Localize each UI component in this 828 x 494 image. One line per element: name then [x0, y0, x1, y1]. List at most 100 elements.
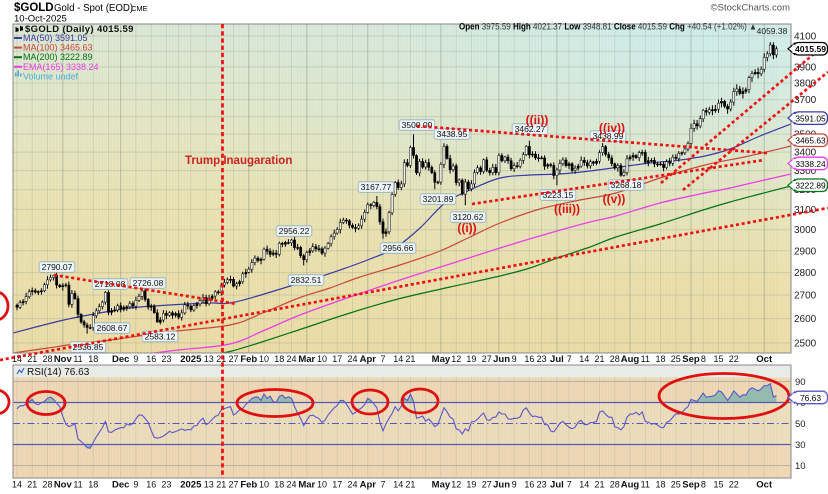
- svg-text:23: 23: [537, 480, 547, 490]
- svg-text:Aug: Aug: [621, 480, 640, 491]
- svg-text:Apr: Apr: [360, 354, 377, 365]
- svg-text:27: 27: [228, 354, 238, 364]
- svg-text:2956.66: 2956.66: [383, 243, 414, 253]
- svg-text:13: 13: [204, 480, 214, 490]
- svg-text:23: 23: [537, 354, 547, 364]
- svg-text:18: 18: [655, 480, 665, 490]
- svg-text:15: 15: [713, 480, 723, 490]
- svg-text:27: 27: [482, 480, 492, 490]
- svg-text:10: 10: [795, 461, 806, 472]
- svg-text:3222.89: 3222.89: [795, 181, 826, 191]
- svg-text:2583.12: 2583.12: [145, 332, 176, 342]
- svg-text:23: 23: [161, 354, 171, 364]
- svg-text:12: 12: [451, 354, 461, 364]
- svg-text:14: 14: [393, 480, 403, 490]
- svg-text:Mar: Mar: [298, 354, 315, 365]
- svg-text:11: 11: [641, 480, 650, 490]
- svg-text:2500: 2500: [794, 338, 817, 349]
- svg-text:28: 28: [610, 480, 620, 490]
- svg-text:24: 24: [347, 480, 357, 490]
- svg-text:Nov: Nov: [54, 354, 73, 365]
- svg-text:3201.89: 3201.89: [423, 194, 454, 204]
- svg-text:Jul: Jul: [550, 480, 564, 491]
- svg-text:27: 27: [228, 480, 238, 490]
- svg-text:18: 18: [274, 480, 284, 490]
- svg-text:3223.15: 3223.15: [543, 190, 574, 200]
- svg-text:Dec: Dec: [112, 480, 129, 491]
- svg-text:3000: 3000: [794, 225, 817, 236]
- svg-text:Sep: Sep: [682, 480, 700, 491]
- svg-text:16: 16: [524, 480, 534, 490]
- svg-text:2900: 2900: [794, 246, 817, 257]
- svg-text:3800: 3800: [794, 79, 817, 90]
- svg-text:Aug: Aug: [621, 354, 640, 365]
- svg-text:3100: 3100: [794, 205, 817, 216]
- svg-text:8: 8: [701, 354, 706, 364]
- svg-text:18: 18: [655, 354, 665, 364]
- svg-text:((iv)): ((iv)): [599, 121, 625, 135]
- svg-text:2956.22: 2956.22: [279, 226, 310, 236]
- svg-text:MA(200) 3222.89: MA(200) 3222.89: [23, 52, 93, 62]
- svg-text:Jun: Jun: [493, 354, 510, 365]
- svg-text:((ii)): ((ii)): [526, 113, 549, 127]
- svg-text:28: 28: [610, 354, 620, 364]
- svg-text:9: 9: [512, 354, 517, 364]
- svg-text:12: 12: [451, 480, 461, 490]
- svg-text:27: 27: [482, 354, 492, 364]
- svg-text:7: 7: [567, 354, 572, 364]
- svg-text:11: 11: [73, 354, 82, 364]
- svg-text:28: 28: [42, 354, 52, 364]
- svg-text:3900: 3900: [794, 62, 817, 73]
- svg-text:3338.24: 3338.24: [795, 159, 826, 169]
- svg-text:21: 21: [27, 480, 37, 490]
- svg-text:3465.63: 3465.63: [795, 136, 826, 146]
- svg-text:2726.08: 2726.08: [133, 278, 164, 288]
- svg-text:3268.18: 3268.18: [611, 180, 642, 190]
- svg-text:4015.59: 4015.59: [795, 44, 826, 54]
- svg-text:Volume undef: Volume undef: [23, 72, 79, 82]
- svg-text:10: 10: [317, 480, 327, 490]
- svg-text:2718.08: 2718.08: [95, 279, 126, 289]
- svg-text:10: 10: [317, 354, 327, 364]
- svg-text:24: 24: [286, 480, 296, 490]
- svg-text:76.63: 76.63: [800, 393, 821, 403]
- svg-text:EMA(165) 3338.24: EMA(165) 3338.24: [23, 62, 99, 72]
- svg-text:Apr: Apr: [360, 480, 377, 491]
- svg-text:3167.77: 3167.77: [361, 182, 392, 192]
- svg-text:30: 30: [795, 440, 806, 451]
- svg-text:2536.85: 2536.85: [73, 342, 104, 352]
- svg-text:2800: 2800: [794, 268, 817, 279]
- svg-text:16: 16: [524, 354, 534, 364]
- svg-text:Trump Inaugaration: Trump Inaugaration: [185, 155, 292, 167]
- svg-text:May: May: [432, 354, 451, 365]
- svg-text:23: 23: [161, 480, 171, 490]
- svg-text:18: 18: [88, 354, 98, 364]
- svg-text:Oct: Oct: [756, 480, 773, 491]
- svg-text:15: 15: [713, 354, 723, 364]
- svg-text:2790.07: 2790.07: [42, 262, 73, 272]
- svg-text:Jun: Jun: [493, 480, 510, 491]
- svg-text:3700: 3700: [794, 95, 817, 106]
- svg-text:28: 28: [42, 480, 52, 490]
- svg-text:Feb: Feb: [240, 354, 257, 365]
- svg-text:17: 17: [332, 354, 342, 364]
- svg-text:2608.67: 2608.67: [97, 323, 128, 333]
- svg-text:19: 19: [466, 480, 476, 490]
- svg-text:2700: 2700: [794, 291, 817, 302]
- svg-text:3462.27: 3462.27: [515, 124, 546, 134]
- svg-text:$GOLD: $GOLD: [14, 2, 54, 14]
- svg-text:14: 14: [579, 354, 589, 364]
- svg-text:24: 24: [347, 354, 357, 364]
- svg-text:24: 24: [286, 354, 296, 364]
- svg-text:3400: 3400: [794, 148, 817, 159]
- svg-text:4059.38: 4059.38: [757, 26, 788, 36]
- svg-text:$GOLD (Daily) 4015.59: $GOLD (Daily) 4015.59: [25, 24, 134, 35]
- svg-text:11: 11: [73, 480, 82, 490]
- svg-text:MA(100) 3465.63: MA(100) 3465.63: [23, 43, 93, 53]
- svg-text:MA(50) 3591.05: MA(50) 3591.05: [23, 33, 88, 43]
- svg-text:25: 25: [671, 480, 681, 490]
- svg-text:16: 16: [146, 354, 156, 364]
- svg-text:RSI(14) 76.63: RSI(14) 76.63: [27, 367, 90, 378]
- svg-text:11: 11: [641, 354, 650, 364]
- svg-text:9: 9: [512, 480, 517, 490]
